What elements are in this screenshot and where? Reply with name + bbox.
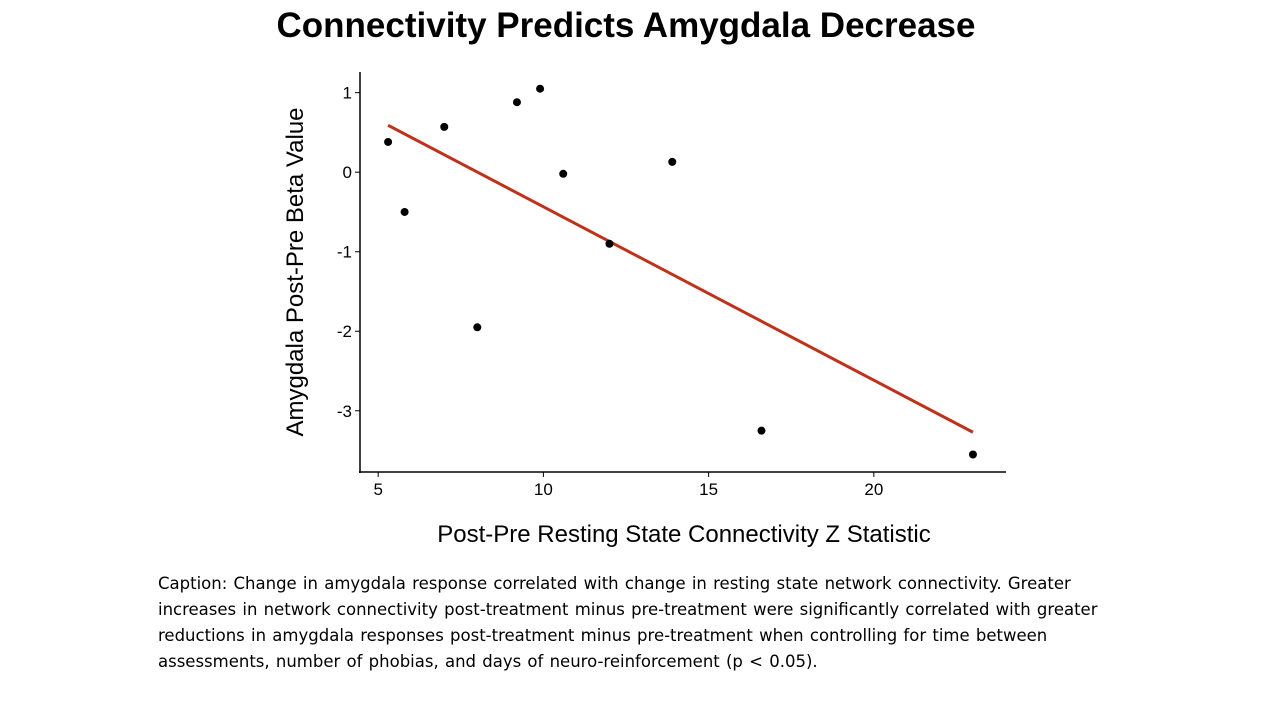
x-tick-label: 20 xyxy=(864,480,883,499)
x-tick-label: 15 xyxy=(699,480,718,499)
data-point xyxy=(559,169,568,178)
data-point xyxy=(440,122,449,131)
data-point xyxy=(400,207,409,216)
data-point xyxy=(512,98,521,107)
data-point xyxy=(536,84,545,93)
slide-title: Connectivity Predicts Amygdala Decrease xyxy=(276,6,976,45)
x-tick-label: 5 xyxy=(373,480,382,499)
y-tick-label: -2 xyxy=(337,322,352,341)
regression-line xyxy=(387,123,974,434)
x-ticks: 5 10 15 20 xyxy=(373,472,883,499)
data-point xyxy=(473,323,482,332)
scatter-chart: 5 10 15 20 10-1-2-3 Post-Pre Resting State … xyxy=(282,72,1006,548)
x-tick-label: 10 xyxy=(534,480,553,499)
y-tick-label: 1 xyxy=(343,84,352,103)
y-axis-label: Amygdala Post-Pre Beta Value xyxy=(282,107,309,436)
data-point xyxy=(384,137,393,146)
regression-line-group xyxy=(387,123,974,434)
data-points xyxy=(384,84,977,459)
y-tick-label: 0 xyxy=(343,163,352,182)
data-point xyxy=(968,450,977,459)
axes xyxy=(359,72,1006,473)
caption: Caption: Change in amygdala response cor… xyxy=(158,574,1098,671)
data-point xyxy=(605,239,614,248)
y-tick-label: -3 xyxy=(337,402,352,421)
y-tick-label: -1 xyxy=(337,243,352,262)
data-point xyxy=(668,157,677,166)
data-point xyxy=(757,426,766,435)
y-ticks: 1 0 -1 -2 -3 xyxy=(337,84,360,421)
x-axis-label: Post-Pre Resting State Connectivity Z St… xyxy=(437,521,931,548)
